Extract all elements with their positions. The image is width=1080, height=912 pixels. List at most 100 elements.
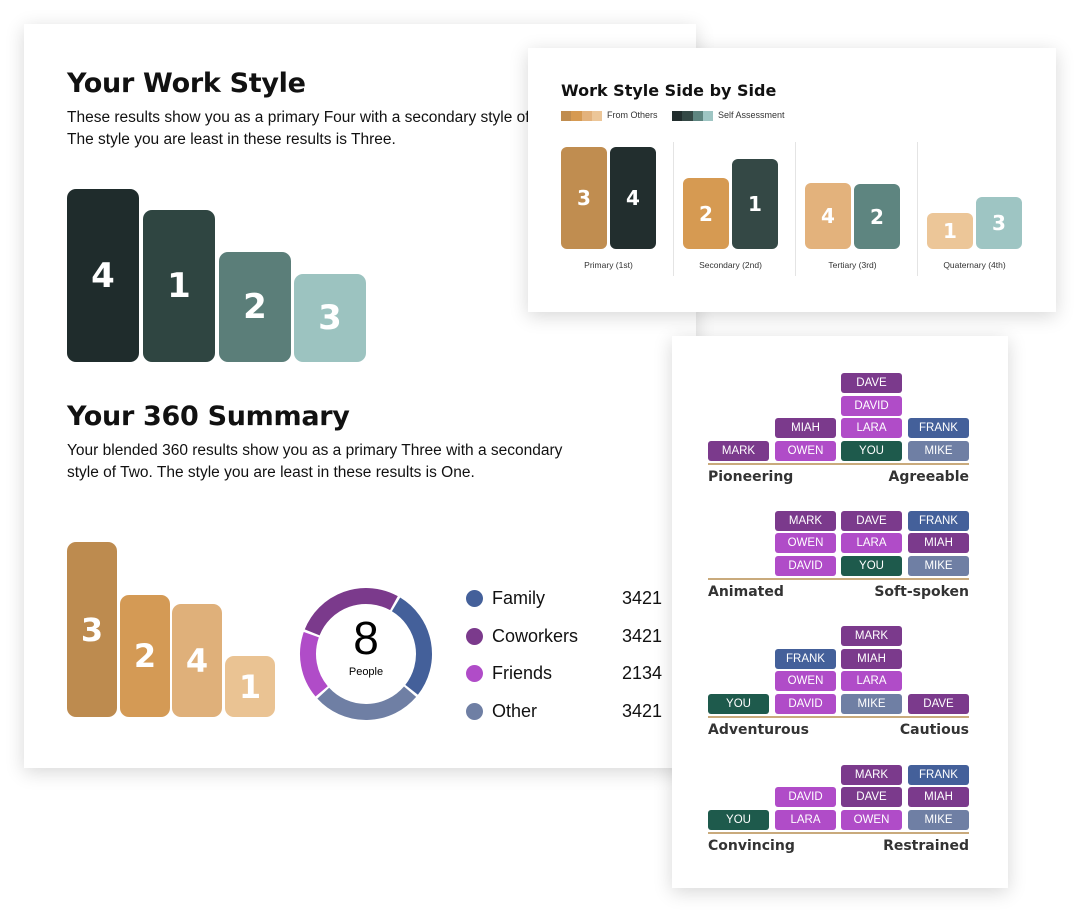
legend-swatch	[692, 111, 703, 121]
legend-value: 3421	[621, 625, 662, 646]
person-chip: DAVE	[908, 694, 969, 714]
others-bar: 4	[805, 183, 851, 249]
spectrum-left: Convincing	[708, 838, 795, 854]
person-chip: FRANK	[908, 418, 969, 439]
legend-swatch	[682, 111, 693, 121]
legend-swatch	[702, 111, 713, 121]
self-bar: 2	[854, 184, 900, 249]
group-label: Secondary (2nd)	[699, 260, 762, 270]
others-bar: 1	[927, 213, 973, 249]
donut-segment	[391, 597, 432, 695]
person-chip: FRANK	[775, 648, 836, 669]
person-chip: OWEN	[775, 441, 836, 461]
person-chip: MIAH	[908, 533, 969, 554]
person-chip: LARA	[841, 418, 902, 439]
divider	[795, 142, 796, 276]
person-chip: MIKE	[908, 441, 969, 461]
rank-bar: 1	[225, 656, 275, 717]
person-chip: MIAH	[841, 648, 902, 669]
person-chip: LARA	[841, 671, 902, 692]
person-chip: FRANK	[908, 510, 969, 531]
divider	[917, 142, 918, 276]
person-chip: OWEN	[775, 533, 836, 554]
legend-swatch	[581, 111, 592, 121]
side-by-side-card: Work Style Side by Side From Others Self…	[528, 48, 1056, 312]
legend-swatch	[591, 111, 602, 121]
person-chip: MARK	[775, 510, 836, 531]
section-text: These results show you as a primary Four…	[67, 109, 568, 148]
rank-bar: 2	[120, 595, 170, 717]
self-bar: 4	[610, 147, 656, 249]
person-chip: YOU	[841, 441, 902, 461]
person-chip: YOU	[841, 556, 902, 576]
person-chip: DAVID	[775, 556, 836, 576]
card-title: Work Style Side by Side	[561, 81, 777, 100]
spectrum-left: Animated	[708, 584, 784, 600]
donut-segment	[317, 686, 417, 720]
legend-name: Other	[492, 700, 538, 721]
spectrum-right: Restrained	[883, 838, 969, 854]
person-chip: DAVID	[841, 395, 902, 416]
person-chip: OWEN	[775, 671, 836, 692]
others-bar: 2	[683, 178, 729, 249]
person-chip: DAVE	[841, 787, 902, 808]
donut-chart: 8 People	[300, 588, 432, 720]
baseline	[708, 716, 969, 718]
spectrum-left: Pioneering	[708, 469, 794, 485]
legend-dot	[466, 702, 483, 720]
legend-swatch	[561, 111, 572, 121]
group-label: Tertiary (3rd)	[828, 260, 877, 270]
group-label: Primary (1st)	[584, 260, 633, 270]
person-chip: YOU	[708, 694, 769, 714]
spectrum-left: Adventurous	[708, 722, 809, 738]
person-chip: MIKE	[908, 810, 969, 830]
section-text: Your blended 360 results show you as a p…	[67, 442, 563, 481]
legend-swatch	[571, 111, 582, 121]
spectrum-card: MARK OWEN MIAH YOU LARA DAVID DAVE MIKE FRANK Pio…	[672, 336, 1008, 888]
spectrum-right: Cautious	[899, 722, 969, 738]
legend-name: Friends	[492, 663, 553, 683]
legend-label: From Others	[607, 110, 658, 120]
rank-bar: 2	[219, 252, 291, 362]
person-chip: DAVE	[841, 510, 902, 531]
person-chip: MIAH	[775, 418, 836, 439]
divider	[673, 142, 674, 276]
section-title: Your 360 Summary	[67, 401, 350, 432]
person-chip: MARK	[841, 625, 902, 646]
person-chip: DAVID	[775, 787, 836, 808]
person-chip: MARK	[708, 441, 769, 461]
rank-bar: 4	[67, 189, 139, 362]
rank-bar: 1	[143, 210, 215, 362]
person-chip: DAVID	[775, 694, 836, 714]
legend-dot	[466, 627, 483, 645]
person-chip: MARK	[841, 764, 902, 785]
self-bar: 3	[976, 197, 1022, 249]
others-bar: 3	[561, 147, 607, 249]
rank-bar: 3	[294, 274, 366, 362]
baseline	[708, 578, 969, 580]
spectrum-right: Agreeable	[888, 469, 969, 485]
donut-segment	[304, 588, 398, 636]
person-chip: YOU	[708, 810, 769, 830]
person-chip: DAVE	[841, 372, 902, 393]
baseline	[708, 832, 969, 834]
person-chip: LARA	[775, 810, 836, 830]
donut-total: 8	[353, 612, 379, 664]
person-chip: MIAH	[908, 787, 969, 808]
spectrum-right: Soft-spoken	[874, 584, 969, 600]
donut-unit: People	[349, 666, 383, 678]
person-chip: LARA	[841, 533, 902, 554]
legend-label: Self Assessment	[718, 110, 785, 120]
person-chip: MIKE	[841, 694, 902, 714]
legend-value: 3421	[621, 700, 662, 721]
legend-dot	[466, 665, 483, 682]
legend-name: Family	[492, 588, 545, 608]
legend-swatch	[672, 111, 683, 121]
legend-value: 2134	[621, 663, 662, 683]
person-chip: FRANK	[908, 764, 969, 785]
rank-bar: 4	[172, 604, 222, 717]
section-title: Your Work Style	[67, 68, 306, 99]
rank-bar: 3	[67, 542, 117, 717]
person-chip: OWEN	[841, 810, 902, 830]
